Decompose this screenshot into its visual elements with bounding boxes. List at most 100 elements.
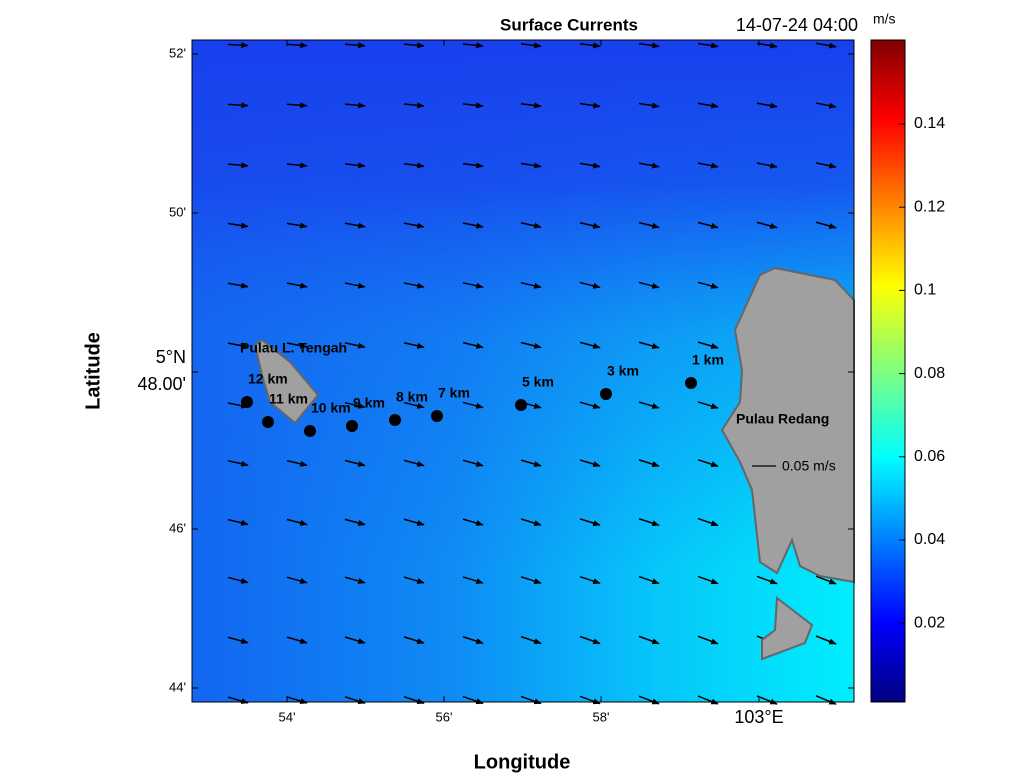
- current-arrow: [286, 42, 308, 49]
- current-arrow: [815, 635, 837, 645]
- current-arrow: [462, 282, 484, 289]
- current-arrow: [286, 342, 308, 349]
- current-arrow: [227, 342, 249, 349]
- current-arrow: [403, 459, 425, 467]
- current-arrow: [756, 695, 778, 705]
- station-dot: [389, 414, 401, 426]
- current-arrow: [579, 281, 601, 289]
- current-arrow: [403, 342, 425, 349]
- current-arrow: [638, 575, 660, 585]
- current-arrow: [403, 576, 425, 584]
- current-arrow: [227, 636, 249, 644]
- current-arrow: [227, 222, 249, 229]
- current-arrow: [697, 102, 719, 109]
- current-arrow: [579, 635, 601, 645]
- current-arrow: [756, 221, 778, 229]
- current-arrow: [638, 518, 660, 527]
- current-arrow: [286, 459, 308, 467]
- current-arrow: [286, 576, 308, 584]
- y-tick-label: 48.00': [138, 374, 186, 394]
- timestamp: 14-07-24 04:00: [736, 15, 858, 35]
- current-arrow: [520, 635, 542, 645]
- place-label: Pulau Redang: [736, 411, 829, 427]
- station-dot: [262, 416, 274, 428]
- current-arrow: [579, 459, 601, 467]
- current-arrow: [638, 459, 660, 467]
- current-arrow: [344, 162, 366, 169]
- station-label: 7 km: [438, 385, 470, 401]
- station-label: 1 km: [692, 352, 724, 368]
- current-arrow: [697, 281, 719, 289]
- current-arrow: [756, 42, 778, 49]
- current-arrow: [697, 695, 719, 705]
- station-label: 10 km: [311, 400, 351, 416]
- current-arrow: [286, 162, 308, 169]
- station-label: 8 km: [396, 389, 428, 405]
- place-label: Pulau L. Tengah: [240, 340, 347, 356]
- current-arrow: [579, 162, 601, 169]
- x-tick-label: 58': [593, 709, 610, 724]
- colorbar-tick-label: 0.12: [914, 198, 945, 215]
- current-arrow: [638, 281, 660, 289]
- colorbar-tick-label: 0.06: [914, 448, 945, 465]
- current-arrow: [579, 102, 601, 109]
- current-arrow: [579, 221, 601, 229]
- current-arrow: [403, 162, 425, 169]
- station-dot: [431, 410, 443, 422]
- x-tick-label: 54': [279, 709, 296, 724]
- y-tick-label: 5°N: [156, 347, 186, 367]
- current-arrow: [227, 102, 249, 109]
- current-arrow: [579, 341, 601, 349]
- station-label: 11 km: [269, 391, 308, 407]
- current-arrow: [286, 222, 308, 229]
- current-arrow: [344, 42, 366, 49]
- title: Surface Currents: [500, 15, 638, 34]
- current-arrow: [697, 221, 719, 229]
- current-arrow: [344, 518, 366, 526]
- station-dot: [304, 425, 316, 437]
- current-arrow: [344, 401, 366, 409]
- current-arrow: [403, 42, 425, 49]
- colorbar-tick-label: 0.02: [914, 614, 945, 631]
- current-arrow: [462, 576, 484, 584]
- current-arrow: [697, 517, 719, 527]
- colorbar-tick-label: 0.14: [914, 115, 945, 132]
- current-arrow: [697, 341, 719, 349]
- y-tick-label: 50': [169, 204, 186, 219]
- current-arrow: [403, 102, 425, 109]
- current-arrow: [462, 162, 484, 169]
- current-arrow: [815, 575, 837, 585]
- current-arrow: [403, 222, 425, 229]
- y-axis-label: Latitude: [82, 332, 104, 410]
- current-arrow: [403, 282, 425, 289]
- y-tick-label: 46': [169, 520, 186, 535]
- current-arrow: [815, 221, 837, 229]
- current-arrow: [286, 636, 308, 644]
- colorbar-tick-label: 0.1: [914, 282, 936, 299]
- current-arrow: [520, 281, 542, 289]
- current-arrow: [286, 518, 308, 526]
- current-arrow: [520, 162, 542, 169]
- current-arrow: [520, 42, 542, 49]
- scale-label: 0.05 m/s: [782, 458, 836, 474]
- current-arrow: [462, 341, 484, 349]
- current-arrow: [815, 102, 837, 109]
- current-arrow: [697, 575, 719, 585]
- current-arrow: [697, 635, 719, 645]
- current-arrow: [344, 459, 366, 467]
- colorbar-tick-label: 0.04: [914, 531, 945, 548]
- current-arrow: [697, 162, 719, 169]
- current-arrow: [638, 695, 660, 705]
- island: [720, 266, 855, 584]
- current-arrow: [462, 459, 484, 467]
- current-arrow: [344, 342, 366, 349]
- current-arrow: [462, 222, 484, 229]
- station-dot: [685, 377, 697, 389]
- current-arrow: [462, 102, 484, 109]
- current-arrow: [227, 518, 249, 526]
- y-tick-label: 44': [169, 679, 186, 694]
- current-arrow: [227, 576, 249, 584]
- current-arrow: [579, 42, 601, 49]
